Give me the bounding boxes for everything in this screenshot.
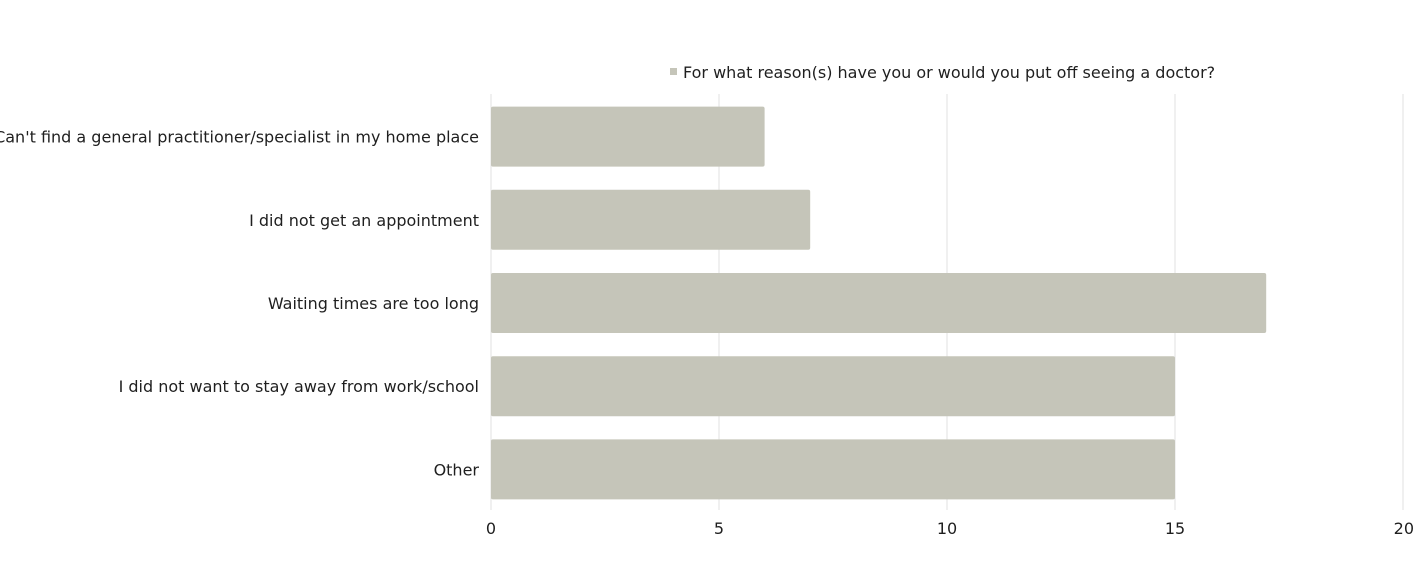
x-tick-label: 10: [937, 519, 957, 538]
legend: For what reason(s) have you or would you…: [670, 63, 1215, 82]
category-label: Can't find a general practitioner/specia…: [0, 128, 479, 147]
legend-label: For what reason(s) have you or would you…: [683, 63, 1215, 82]
bar: [491, 273, 1267, 333]
bar: [491, 106, 765, 167]
bar: [491, 189, 811, 250]
x-tick-label: 0: [486, 519, 496, 538]
bar: [491, 439, 1175, 500]
bar: [491, 356, 1175, 417]
category-label: I did not want to stay away from work/sc…: [119, 377, 479, 396]
x-axis-tick-labels: 0 5 10 15 20: [486, 519, 1414, 538]
category-label: Other: [434, 460, 480, 479]
bars: [491, 106, 1267, 500]
x-tick-label: 15: [1165, 519, 1185, 538]
legend-marker: [670, 68, 677, 75]
category-label: I did not get an appointment: [249, 211, 479, 230]
category-labels: Can't find a general practitioner/specia…: [0, 128, 479, 480]
category-label: Waiting times are too long: [268, 294, 479, 313]
x-tick-label: 20: [1394, 519, 1414, 538]
x-tick-label: 5: [714, 519, 724, 538]
